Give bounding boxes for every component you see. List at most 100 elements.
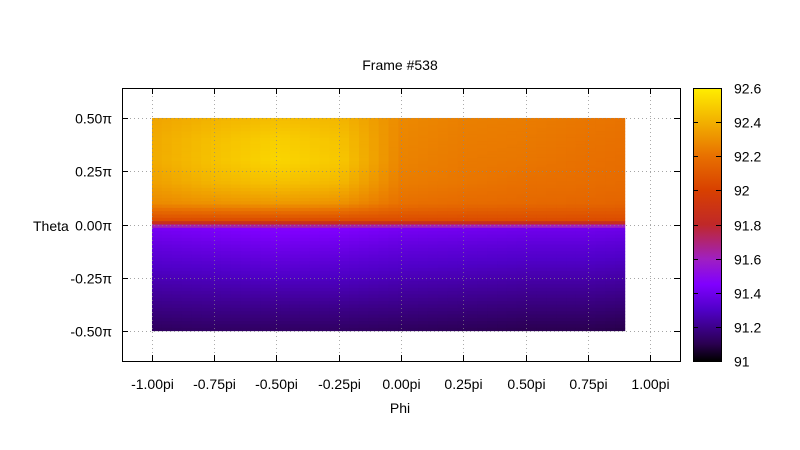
heatmap-cell (546, 187, 557, 192)
heatmap-cell (171, 321, 183, 326)
heatmap-cell (250, 291, 261, 296)
heatmap-cell (477, 164, 488, 169)
heatmap-cell (191, 144, 202, 149)
heatmap-cell (250, 257, 261, 262)
heatmap-cell (151, 291, 163, 296)
heatmap-cell (575, 121, 587, 126)
y-tick-label: -0.50π (70, 324, 112, 340)
heatmap-cell (299, 287, 311, 292)
heatmap-cell (299, 204, 311, 209)
heatmap-cell (151, 131, 163, 136)
heatmap-cell (615, 124, 626, 129)
x-tick-label: -0.50pi (255, 376, 298, 392)
heatmap-cell (398, 327, 409, 332)
heatmap-cell (437, 191, 449, 196)
heatmap-cell (418, 127, 429, 132)
heatmap-cell (585, 297, 597, 302)
heatmap-cell (211, 221, 222, 226)
heatmap-cell (161, 131, 173, 136)
heatmap-cell (437, 237, 449, 242)
heatmap-cell (536, 187, 547, 192)
heatmap-cell (506, 261, 518, 266)
heatmap-cell (595, 237, 607, 242)
heatmap-cell (220, 317, 232, 322)
heatmap-cell (349, 184, 360, 189)
heatmap-cell (516, 174, 528, 179)
heatmap-cell (378, 297, 390, 302)
heatmap-cell (201, 294, 212, 299)
heatmap-cell (339, 181, 350, 186)
heatmap-cell (250, 221, 261, 226)
heatmap-cell (240, 127, 252, 132)
heatmap-cell (516, 224, 528, 229)
heatmap-cell (250, 287, 261, 292)
heatmap-cell (467, 117, 478, 122)
heatmap-cell (280, 257, 291, 262)
heatmap-cell (220, 184, 232, 189)
heatmap-cell (556, 221, 567, 226)
heatmap-cell (191, 164, 202, 169)
heatmap-cell (487, 291, 498, 296)
heatmap-cell (398, 267, 409, 272)
heatmap-cell (605, 154, 616, 159)
heatmap-cell (211, 191, 222, 196)
heatmap-cell (595, 204, 607, 209)
heatmap-cell (437, 151, 449, 156)
heatmap-cell (605, 191, 616, 196)
heatmap-cell (595, 281, 607, 286)
heatmap-cell (427, 221, 439, 226)
heatmap-cell (299, 141, 311, 146)
heatmap-cell (191, 274, 202, 279)
heatmap-cell (260, 287, 271, 292)
heatmap-cell (487, 181, 498, 186)
heatmap-cell (487, 297, 498, 302)
heatmap-cell (457, 144, 469, 149)
heatmap-cell (457, 304, 469, 309)
heatmap-cell (556, 244, 567, 249)
heatmap-cell (536, 267, 547, 272)
heatmap-cell (339, 254, 350, 259)
heatmap-cell (270, 244, 281, 249)
heatmap-cell (220, 154, 232, 159)
heatmap-cell (319, 274, 330, 279)
heatmap-cell (319, 327, 330, 332)
colorbar-tick-label: 92 (734, 183, 750, 199)
heatmap-cell (309, 134, 321, 139)
heatmap-cell (220, 127, 232, 132)
heatmap-cell (467, 141, 478, 146)
heatmap-cell (437, 264, 449, 269)
heatmap-cell (289, 141, 301, 146)
heatmap-cell (575, 271, 587, 276)
heatmap-cell (437, 241, 449, 246)
heatmap-cell (487, 174, 498, 179)
heatmap-cell (546, 184, 557, 189)
heatmap-cell (240, 234, 252, 239)
heatmap-cell (161, 281, 173, 286)
heatmap-cell (368, 197, 380, 202)
heatmap-cell (220, 327, 232, 332)
heatmap-cell (289, 131, 301, 136)
heatmap-cell (161, 321, 173, 326)
heatmap-cell (339, 161, 350, 166)
heatmap-cell (349, 144, 360, 149)
heatmap-cell (270, 194, 281, 199)
heatmap-cell (437, 281, 449, 286)
heatmap-cell (201, 264, 212, 269)
heatmap-cell (191, 261, 202, 266)
heatmap-cell (339, 247, 350, 252)
heatmap-cell (181, 241, 192, 246)
heatmap-cell (615, 197, 626, 202)
heatmap-cell (319, 131, 330, 136)
heatmap-cell (516, 164, 528, 169)
heatmap-cell (378, 217, 390, 222)
heatmap-cell (408, 127, 419, 132)
heatmap-cell (358, 231, 370, 236)
heatmap-cell (250, 161, 261, 166)
heatmap-cell (556, 174, 567, 179)
colorbar-tick-label: 91.8 (734, 218, 761, 234)
heatmap-cell (595, 261, 607, 266)
heatmap-cell (427, 177, 439, 182)
heatmap-cell (437, 204, 449, 209)
heatmap-cell (211, 247, 222, 252)
heatmap-cell (536, 254, 547, 259)
